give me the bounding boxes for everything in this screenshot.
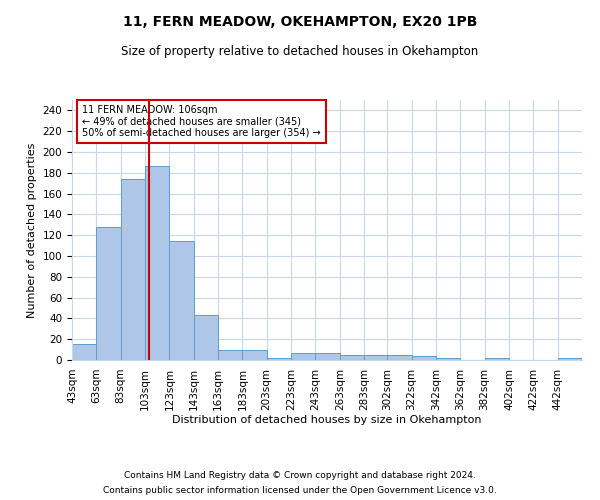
Bar: [169, 242, 194, 360]
Text: Contains HM Land Registry data © Crown copyright and database right 2024.: Contains HM Land Registry data © Crown c…: [124, 471, 476, 480]
Text: Size of property relative to detached houses in Okehampton: Size of property relative to detached ho…: [121, 45, 479, 58]
Text: Contains public sector information licensed under the Open Government Licence v3: Contains public sector information licen…: [103, 486, 497, 495]
X-axis label: Distribution of detached houses by size in Okehampton: Distribution of detached houses by size …: [172, 416, 482, 426]
Y-axis label: Number of detached properties: Number of detached properties: [27, 142, 37, 318]
Bar: [291, 352, 316, 360]
Bar: [194, 316, 218, 360]
Bar: [72, 344, 97, 360]
Bar: [387, 355, 412, 360]
Bar: [242, 350, 267, 360]
Bar: [340, 355, 364, 360]
Bar: [267, 358, 291, 360]
Bar: [97, 227, 121, 360]
Text: 11 FERN MEADOW: 106sqm
← 49% of detached houses are smaller (345)
50% of semi-de: 11 FERN MEADOW: 106sqm ← 49% of detached…: [82, 105, 321, 138]
Bar: [557, 358, 582, 360]
Text: 11, FERN MEADOW, OKEHAMPTON, EX20 1PB: 11, FERN MEADOW, OKEHAMPTON, EX20 1PB: [123, 15, 477, 29]
Bar: [436, 358, 460, 360]
Bar: [218, 350, 242, 360]
Bar: [412, 356, 436, 360]
Bar: [121, 179, 145, 360]
Bar: [316, 352, 340, 360]
Bar: [364, 355, 388, 360]
Bar: [485, 358, 509, 360]
Bar: [145, 166, 169, 360]
